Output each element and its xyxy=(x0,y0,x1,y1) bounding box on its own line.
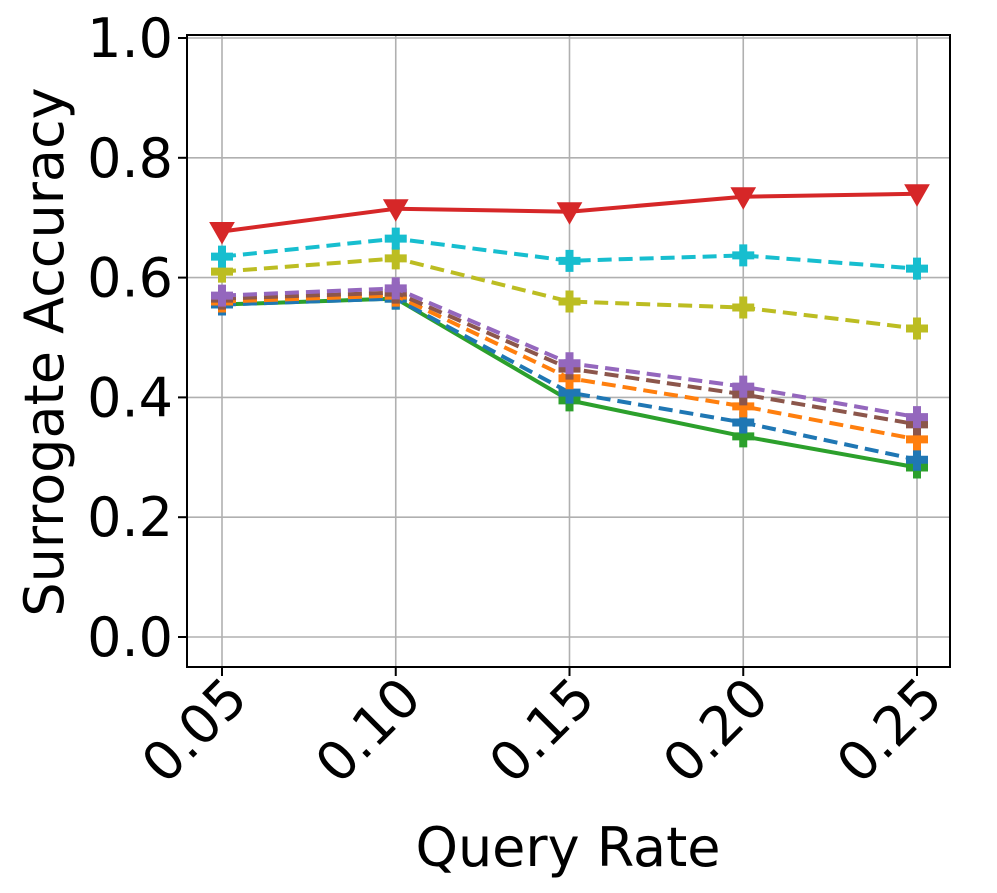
data-point-plus xyxy=(384,227,407,250)
data-point-plus xyxy=(732,244,755,267)
data-point-plus xyxy=(558,249,581,272)
y-tick-label: 0.2 xyxy=(87,486,173,549)
series xyxy=(209,184,930,245)
data-point-plus xyxy=(732,375,755,398)
series-layer xyxy=(209,184,930,479)
data-point-plus xyxy=(906,406,928,429)
data-point-plus xyxy=(384,247,407,270)
data-point-triangle xyxy=(556,202,583,225)
data-point-triangle xyxy=(730,187,757,210)
data-point-triangle xyxy=(904,184,930,207)
data-point-plus xyxy=(384,277,407,300)
y-tick-label: 0.6 xyxy=(87,247,173,310)
data-point-plus xyxy=(211,245,233,268)
data-point-plus xyxy=(732,411,755,434)
data-point-plus xyxy=(558,290,581,313)
data-point-triangle xyxy=(209,221,235,245)
y-axis-ticks: 0.0 0.2 0.4 0.6 0.8 1.0 xyxy=(87,7,187,669)
y-tick-label: 1.0 xyxy=(87,7,173,70)
series-line xyxy=(221,256,918,331)
data-point-plus xyxy=(906,448,928,471)
y-tick-label: 0.8 xyxy=(87,127,173,190)
x-axis-label: Query Rate xyxy=(415,816,720,879)
series xyxy=(211,277,928,429)
grid-lines xyxy=(187,35,950,667)
data-point-plus xyxy=(906,317,928,340)
series xyxy=(211,227,928,280)
data-point-triangle xyxy=(382,199,409,222)
data-point-plus xyxy=(211,284,233,307)
y-axis-label: Surrogate Accuracy xyxy=(13,87,76,616)
data-point-plus xyxy=(211,260,233,283)
data-point-plus xyxy=(906,428,928,451)
series xyxy=(211,247,928,340)
data-point-plus xyxy=(906,257,928,280)
y-tick-label: 0.0 xyxy=(87,606,173,669)
series-line xyxy=(221,296,918,462)
data-point-plus xyxy=(732,296,755,319)
data-point-plus xyxy=(558,352,581,375)
y-tick-label: 0.4 xyxy=(87,366,173,429)
